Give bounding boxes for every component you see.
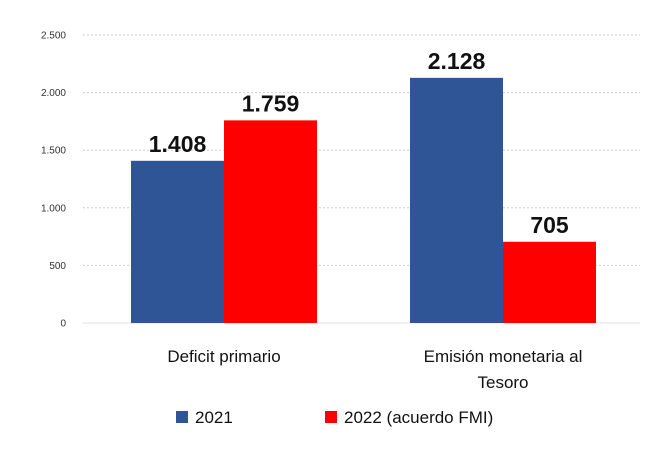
data-label: 2.128 xyxy=(428,48,486,74)
legend-label: 2022 (acuerdo FMI) xyxy=(344,408,493,427)
legend: 2021 2022 (acuerdo FMI) xyxy=(176,408,493,427)
legend-swatch xyxy=(325,411,337,423)
category-label: Tesoro xyxy=(477,373,528,392)
bar-2022 xyxy=(224,120,317,324)
category-labels: Deficit primario Emisión monetaria al Teso… xyxy=(167,347,582,392)
category-label: Deficit primario xyxy=(167,347,280,366)
y-tick-label: 2.500 xyxy=(41,31,66,42)
data-labels: 1.408 2.128 1.759 705 xyxy=(149,48,569,238)
legend-label: 2021 xyxy=(195,408,233,427)
y-tick-label: 0 xyxy=(60,319,66,330)
bar-2022 xyxy=(503,241,596,323)
bar-2021 xyxy=(410,77,503,323)
data-label: 1.408 xyxy=(149,131,207,157)
y-tick-label: 1.500 xyxy=(41,146,66,157)
y-tick-label: 500 xyxy=(49,261,66,272)
bar-2021 xyxy=(131,160,224,323)
data-label: 705 xyxy=(530,212,569,238)
legend-swatch xyxy=(176,411,188,423)
y-tick-label: 2.000 xyxy=(41,88,66,99)
y-axis-ticks: 0 500 1.000 1.500 2.000 2.500 xyxy=(41,31,66,330)
y-tick-label: 1.000 xyxy=(41,203,66,214)
data-label: 1.759 xyxy=(242,90,300,116)
category-label: Emisión monetaria al xyxy=(424,347,583,366)
bars xyxy=(131,77,596,324)
